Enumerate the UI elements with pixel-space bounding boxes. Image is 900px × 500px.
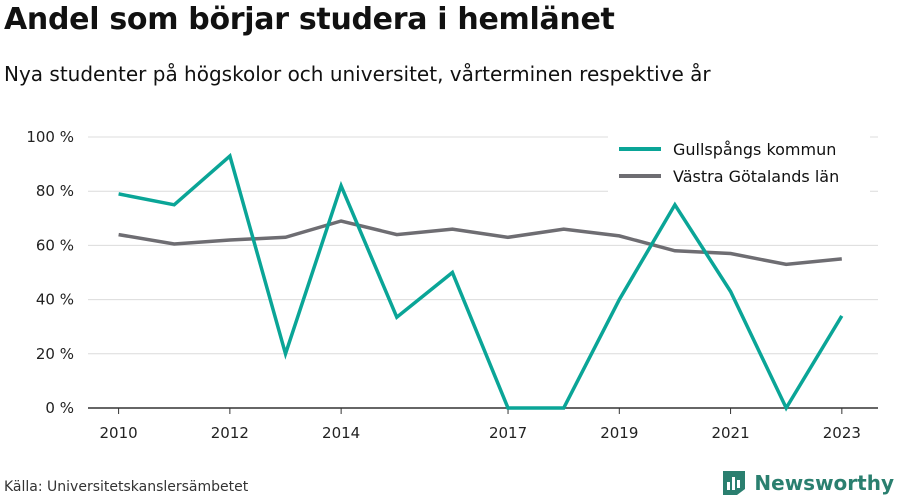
x-tick-label: 2019	[600, 424, 638, 442]
series-line	[118, 219, 842, 267]
legend-label: Västra Götalands län	[673, 167, 839, 186]
newsworthy-logo: Newsworthy	[720, 468, 894, 498]
legend-label: Gullspångs kommun	[673, 140, 836, 159]
x-tick-label: 2021	[711, 424, 749, 442]
x-tick-label: 2023	[823, 424, 861, 442]
x-axis: 2010 2012 2014 2017 2019 2021 2023	[88, 407, 878, 442]
chart-subtitle: Nya studenter på högskolor och universit…	[4, 62, 711, 86]
y-tick-label: 20 %	[36, 345, 74, 363]
x-tick-label: 2014	[322, 424, 360, 442]
x-tick-label: 2010	[100, 424, 138, 442]
legend-background	[608, 132, 870, 194]
y-axis: 0 % 20 % 40 % 60 % 80 % 100 %	[26, 128, 74, 417]
y-tick-label: 0 %	[45, 399, 74, 417]
series-line	[118, 152, 844, 412]
x-tick-label: 2012	[211, 424, 249, 442]
y-tick-label: 80 %	[36, 182, 74, 200]
y-tick-label: 100 %	[26, 128, 74, 146]
chart-title: Andel som börjar studera i hemlänet	[4, 2, 615, 37]
x-tick-label: 2017	[489, 424, 527, 442]
newsworthy-icon	[723, 471, 746, 495]
brand-name: Newsworthy	[754, 471, 894, 495]
series-lines	[118, 152, 844, 412]
source-note: Källa: Universitetskanslersämbetet	[4, 479, 249, 495]
y-tick-label: 40 %	[36, 291, 74, 309]
legend: Gullspångs kommun Västra Götalands län	[608, 132, 870, 194]
y-tick-label: 60 %	[36, 236, 74, 254]
